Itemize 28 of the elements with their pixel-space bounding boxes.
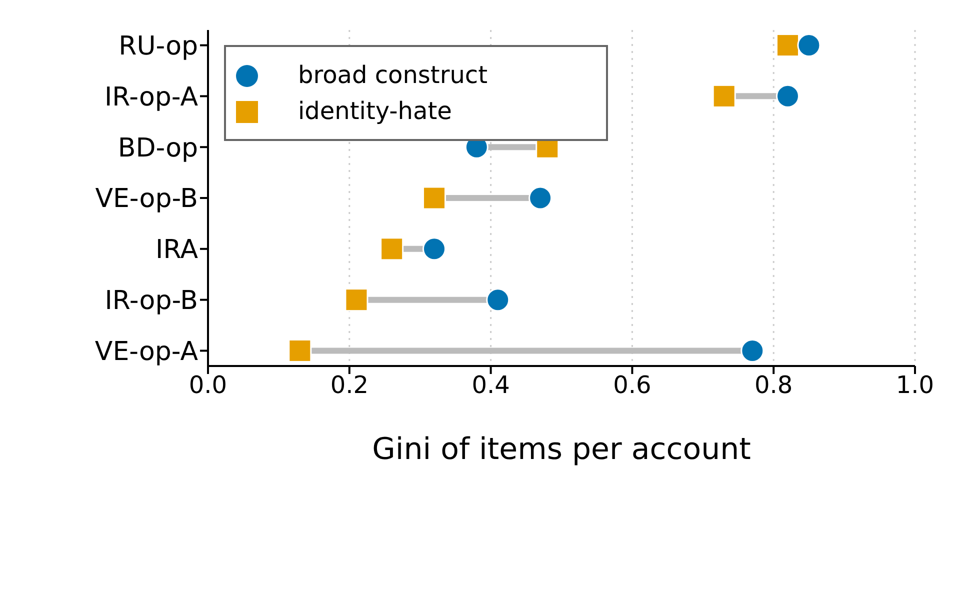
x-tick-label: 0.0 [188,371,228,400]
y-tick-label: VE-op-A [94,336,198,367]
point [776,34,800,58]
point [288,338,312,362]
point [486,288,510,312]
y-tick-label: RU-op [118,32,198,62]
point [528,186,552,210]
point [776,84,800,108]
point [712,84,736,108]
y-tick-label: BD-op [118,133,198,164]
legend-label: identity-hate [297,97,452,125]
x-tick-label: 0.4 [472,371,510,400]
point [344,288,368,312]
x-tick-label: 0.8 [754,371,793,400]
y-tick-label: VE-op-B [95,184,198,214]
point [797,34,821,58]
y-tick-label: IR-op-B [104,286,198,316]
point [380,237,404,261]
x-tick-label: 0.2 [330,371,368,400]
y-tick-label: IRA [156,235,198,266]
y-tick-label: IR-op-A [104,82,198,112]
point [740,338,764,362]
x-tick-label: 0.6 [613,371,652,400]
x-tick-label: 1.0 [896,371,934,400]
x-axis-title: Gini of items per account [372,432,752,467]
legend-label: broad construct [297,61,488,89]
point [422,186,446,210]
point [422,237,446,261]
